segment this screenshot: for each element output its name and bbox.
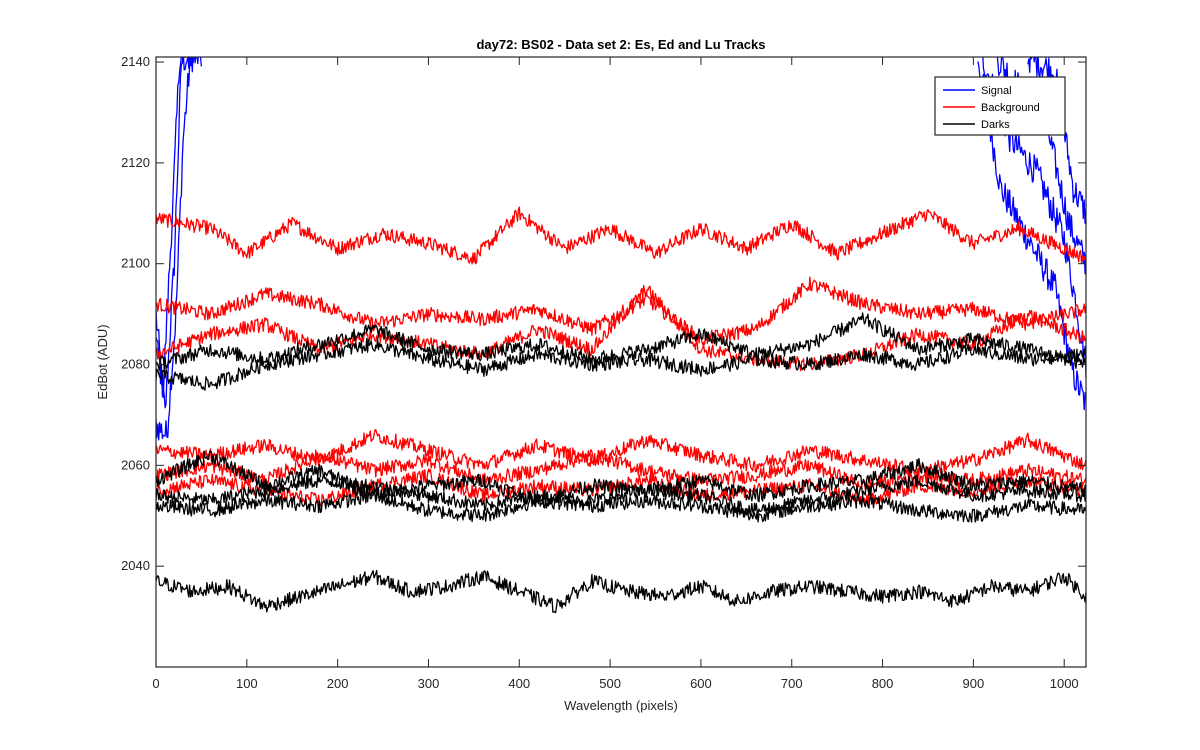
y-tick-label: 2140 — [121, 54, 150, 69]
x-tick-label: 1000 — [1050, 676, 1079, 691]
series-line-signal-0 — [156, 57, 197, 409]
legend-label-background: Background — [981, 102, 1040, 114]
y-tick-label: 2080 — [121, 357, 150, 372]
series-layer — [156, 57, 1086, 614]
legend-label-darks: Darks — [981, 119, 1010, 131]
series-line-darks-18 — [156, 569, 1086, 614]
y-tick-label: 2100 — [121, 256, 150, 271]
x-tick-label: 0 — [152, 676, 159, 691]
series-line-background-9 — [156, 284, 1086, 372]
series-line-signal-2 — [156, 57, 195, 399]
y-ticks: 2040 2060 2080 2100 2120 2140 — [121, 54, 1086, 573]
series-line-darks-16 — [156, 474, 1086, 517]
y-tick-label: 2120 — [121, 155, 150, 170]
x-tick-label: 200 — [327, 676, 349, 691]
series-line-darks-14 — [156, 337, 1086, 391]
x-tick-label: 900 — [963, 676, 985, 691]
series-line-signal-6 — [1027, 57, 1086, 225]
x-tick-label: 700 — [781, 676, 803, 691]
x-ticks: 0 100 200 300 400 500 600 700 800 900 1000 — [152, 57, 1079, 691]
x-axis-label: Wavelength (pixels) — [564, 698, 678, 713]
x-tick-label: 800 — [872, 676, 894, 691]
y-axis-label: EdBot (ADU) — [95, 324, 110, 399]
y-tick-label: 2060 — [121, 457, 150, 472]
chart-title: day72: BS02 - Data set 2: Es, Ed and Lu … — [476, 37, 765, 52]
x-tick-label: 100 — [236, 676, 258, 691]
series-line-signal-3 — [977, 61, 1086, 411]
series-line-darks-17 — [156, 490, 1086, 523]
axes-box — [155, 56, 1087, 668]
series-line-background-11 — [156, 449, 1086, 492]
legend: Signal Background Darks — [934, 76, 1066, 136]
x-tick-label: 500 — [599, 676, 621, 691]
series-line-signal-1 — [156, 57, 203, 441]
x-tick-label: 400 — [508, 676, 530, 691]
legend-label-signal: Signal — [981, 85, 1012, 97]
y-tick-label: 2040 — [121, 558, 150, 573]
series-line-background-7 — [156, 206, 1086, 265]
legend-box — [934, 76, 1066, 136]
x-tick-label: 600 — [690, 676, 712, 691]
series-line-darks-15 — [156, 450, 1086, 508]
x-tick-label: 300 — [418, 676, 440, 691]
